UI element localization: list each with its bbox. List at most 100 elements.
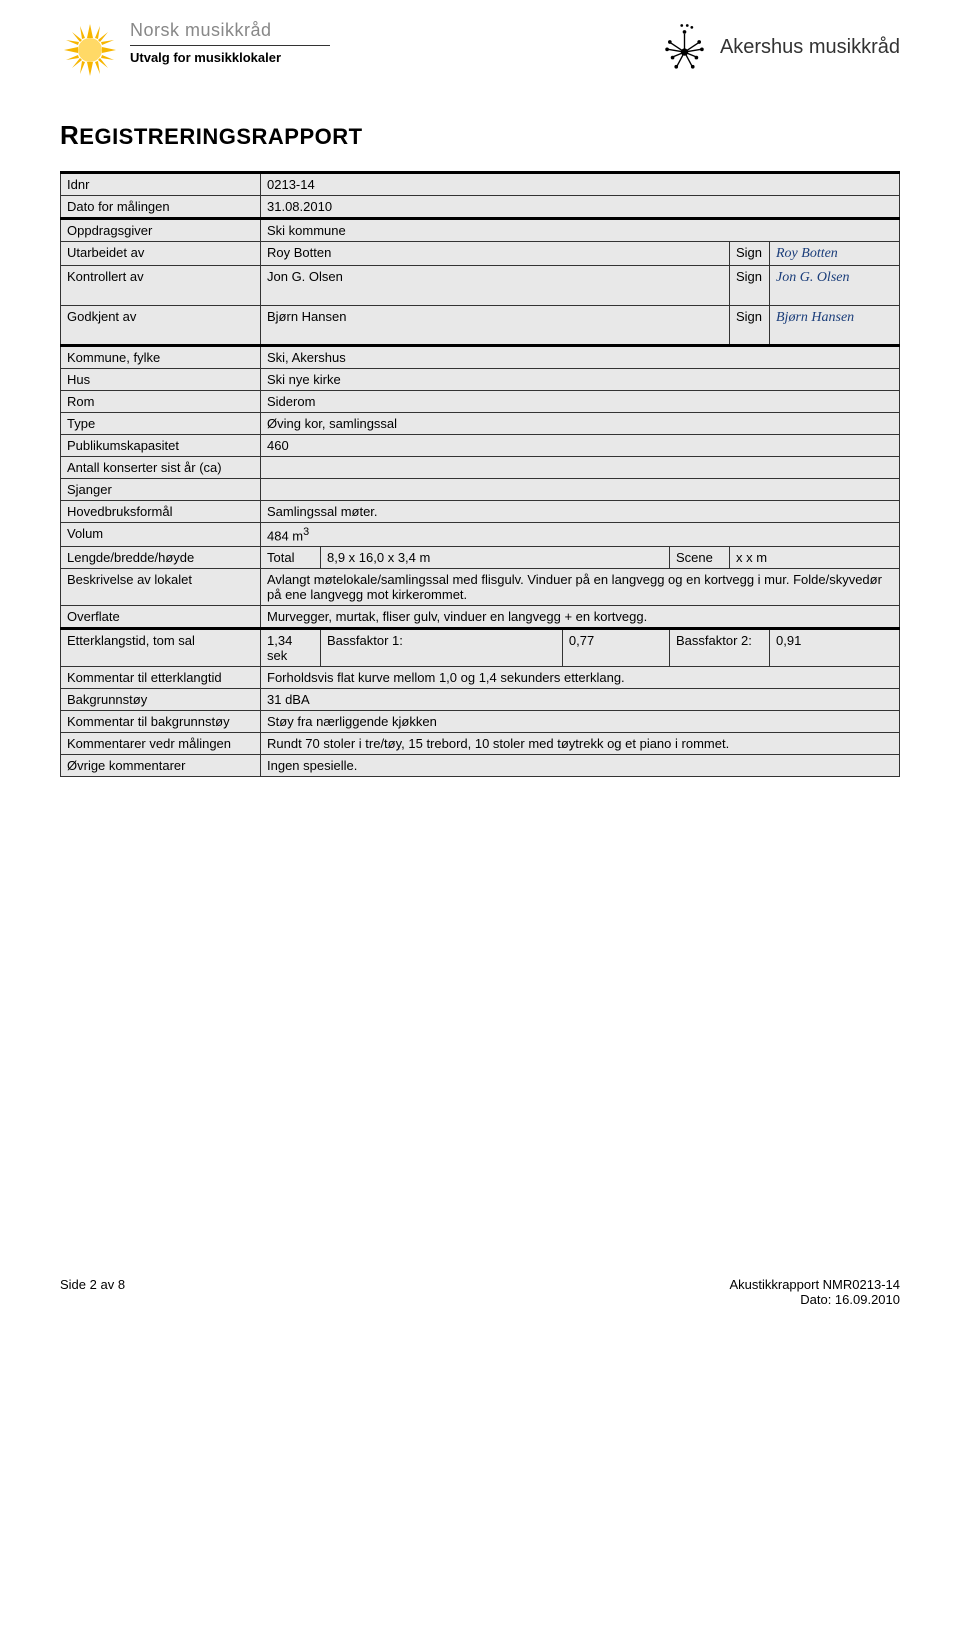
- label: Bakgrunnstøy: [61, 689, 261, 711]
- table-row: Hovedbruksformål Samlingssal møter.: [61, 501, 900, 523]
- table-row: Type Øving kor, samlingssal: [61, 413, 900, 435]
- value: Samlingssal møter.: [261, 501, 900, 523]
- label: Rom: [61, 391, 261, 413]
- value: 0,77: [562, 629, 669, 667]
- table-row: Utarbeidet av Roy Botten Sign Roy Botten: [61, 242, 900, 266]
- sublabel: Scene: [670, 547, 730, 569]
- value: x x m: [730, 547, 900, 569]
- label: Etterklangstid, tom sal: [61, 629, 261, 667]
- signature-img: Bjørn Hansen: [776, 310, 854, 325]
- table-row: Kommune, fylke Ski, Akershus: [61, 346, 900, 369]
- value: Rundt 70 stoler i tre/tøy, 15 trebord, 1…: [261, 733, 900, 755]
- value: 8,9 x 16,0 x 3,4 m: [321, 547, 670, 569]
- value: [261, 457, 900, 479]
- sign-label: Sign: [730, 242, 770, 266]
- org-main-name: Norsk musikkråd: [130, 20, 330, 41]
- footer-left: Side 2 av 8: [60, 1277, 125, 1307]
- table-row: Publikumskapasitet 460: [61, 435, 900, 457]
- footer-report: Akustikkrapport NMR0213-14: [729, 1277, 900, 1292]
- table-row: Volum 484 m3: [61, 523, 900, 547]
- label: Publikumskapasitet: [61, 435, 261, 457]
- value: Ingen spesielle.: [261, 755, 900, 777]
- table-row: Overflate Murvegger, murtak, fliser gulv…: [61, 606, 900, 629]
- label: Overflate: [61, 606, 261, 629]
- table-row: Øvrige kommentarer Ingen spesielle.: [61, 755, 900, 777]
- value: Ski, Akershus: [261, 346, 900, 369]
- header-left: Norsk musikkråd Utvalg for musikklokaler: [60, 20, 330, 80]
- table-row: Kommentar til etterklangtid Forholdsvis …: [61, 667, 900, 689]
- table-row: Sjanger: [61, 479, 900, 501]
- table-row: Hus Ski nye kirke: [61, 369, 900, 391]
- table-row: Dato for målingen 31.08.2010: [61, 196, 900, 219]
- value: Avlangt møtelokale/samlingssal med flisg…: [261, 569, 900, 606]
- signature: Roy Botten: [770, 242, 900, 266]
- footer: Side 2 av 8 Akustikkrapport NMR0213-14 D…: [60, 1277, 900, 1307]
- value: Forholdsvis flat kurve mellom 1,0 og 1,4…: [261, 667, 900, 689]
- table-row: Kommentarer vedr målingen Rundt 70 stole…: [61, 733, 900, 755]
- sun-icon: [60, 20, 120, 80]
- label: Godkjent av: [61, 306, 261, 346]
- org-left-text: Norsk musikkråd Utvalg for musikklokaler: [130, 20, 330, 65]
- label: Hus: [61, 369, 261, 391]
- footer-date: Dato: 16.09.2010: [729, 1292, 900, 1307]
- value: 0213-14: [261, 173, 900, 196]
- label: Oppdragsgiver: [61, 219, 261, 242]
- label: Kommentar til etterklangtid: [61, 667, 261, 689]
- value: Jon G. Olsen: [261, 266, 730, 306]
- label: Kommentarer vedr målingen: [61, 733, 261, 755]
- value: Siderom: [261, 391, 900, 413]
- label: Kommune, fylke: [61, 346, 261, 369]
- sign-label: Sign: [730, 266, 770, 306]
- label: Volum: [61, 523, 261, 547]
- label: Hovedbruksformål: [61, 501, 261, 523]
- label: Antall konserter sist år (ca): [61, 457, 261, 479]
- sublabel: Total: [261, 547, 321, 569]
- label: Dato for målingen: [61, 196, 261, 219]
- signature: Bjørn Hansen: [770, 306, 900, 346]
- value: Øving kor, samlingssal: [261, 413, 900, 435]
- table-row: Oppdragsgiver Ski kommune: [61, 219, 900, 242]
- dandelion-icon: [657, 20, 712, 75]
- value: [261, 479, 900, 501]
- table-row: Beskrivelse av lokalet Avlangt møtelokal…: [61, 569, 900, 606]
- value: 31 dBA: [261, 689, 900, 711]
- label: Utarbeidet av: [61, 242, 261, 266]
- table-row: Rom Siderom: [61, 391, 900, 413]
- signature: Jon G. Olsen: [770, 266, 900, 306]
- page-title: REGISTRERINGSRAPPORT: [60, 120, 900, 151]
- label: Beskrivelse av lokalet: [61, 569, 261, 606]
- value: Ski kommune: [261, 219, 900, 242]
- value: Ski nye kirke: [261, 369, 900, 391]
- signature-img: Jon G. Olsen: [776, 270, 850, 285]
- table-row: Lengde/bredde/høyde Total 8,9 x 16,0 x 3…: [61, 547, 900, 569]
- label: Øvrige kommentarer: [61, 755, 261, 777]
- label: Lengde/bredde/høyde: [61, 547, 261, 569]
- value: Murvegger, murtak, fliser gulv, vinduer …: [261, 606, 900, 629]
- label: Kommentar til bakgrunnstøy: [61, 711, 261, 733]
- table-row: Godkjent av Bjørn Hansen Sign Bjørn Hans…: [61, 306, 900, 346]
- sublabel: Bassfaktor 2:: [670, 629, 770, 667]
- table-row: Kommentar til bakgrunnstøy Støy fra nærl…: [61, 711, 900, 733]
- sublabel: Bassfaktor 1:: [321, 629, 563, 667]
- table-row: Kontrollert av Jon G. Olsen Sign Jon G. …: [61, 266, 900, 306]
- value: Støy fra nærliggende kjøkken: [261, 711, 900, 733]
- value: 484 m3: [261, 523, 900, 547]
- label: Kontrollert av: [61, 266, 261, 306]
- form-table: Idnr 0213-14 Dato for målingen 31.08.201…: [60, 171, 900, 777]
- header: Norsk musikkråd Utvalg for musikklokaler: [60, 20, 900, 80]
- table-row: Etterklangstid, tom sal 1,34 sek Bassfak…: [61, 629, 900, 667]
- footer-right: Akustikkrapport NMR0213-14 Dato: 16.09.2…: [729, 1277, 900, 1307]
- header-right: Akershus musikkråd: [657, 20, 900, 75]
- table-row: Antall konserter sist år (ca): [61, 457, 900, 479]
- table-row: Bakgrunnstøy 31 dBA: [61, 689, 900, 711]
- value: 460: [261, 435, 900, 457]
- table-row: Idnr 0213-14: [61, 173, 900, 196]
- label: Idnr: [61, 173, 261, 196]
- label: Sjanger: [61, 479, 261, 501]
- sign-label: Sign: [730, 306, 770, 346]
- value: Bjørn Hansen: [261, 306, 730, 346]
- signature-img: Roy Botten: [776, 246, 838, 261]
- divider: [130, 45, 330, 46]
- value: 1,34 sek: [261, 629, 321, 667]
- value: 0,91: [770, 629, 900, 667]
